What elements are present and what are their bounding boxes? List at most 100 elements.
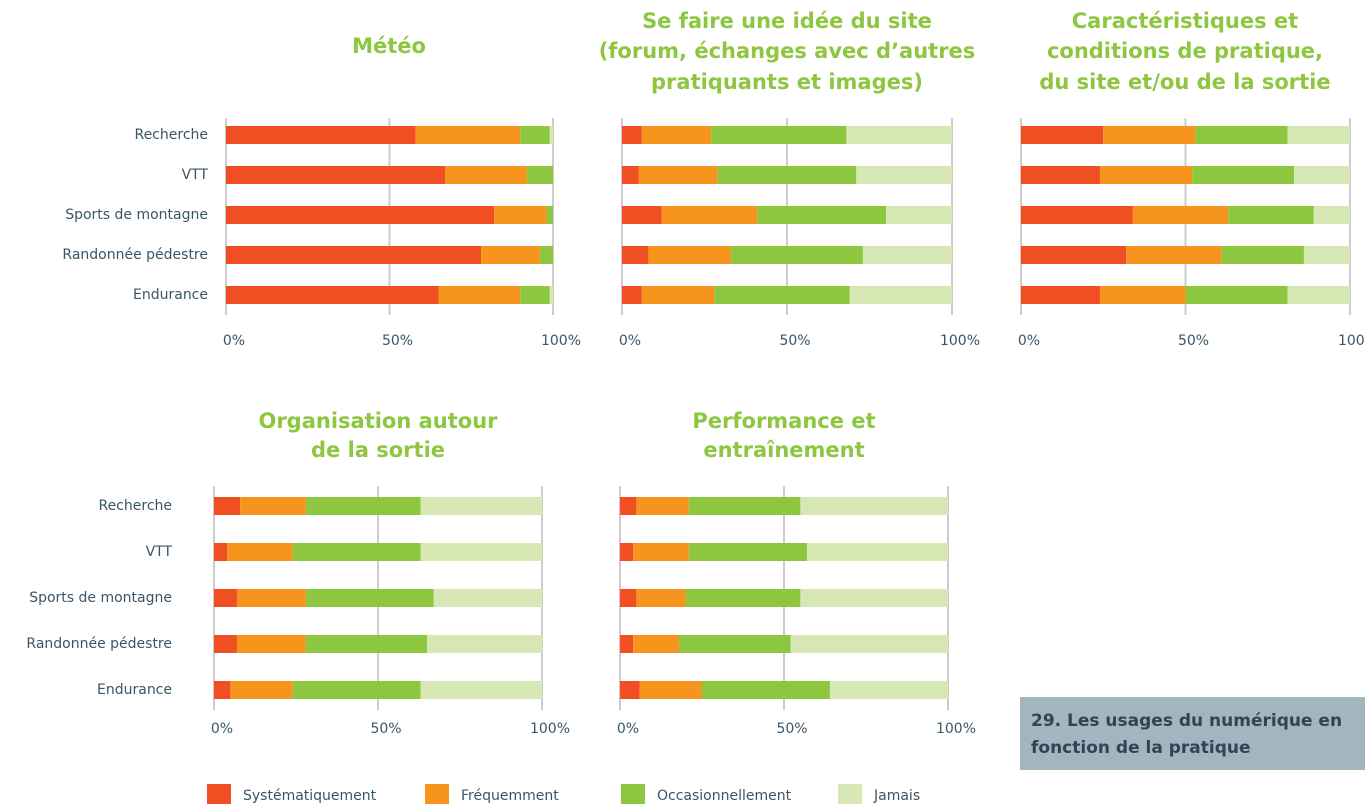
- bar-segment: [227, 543, 293, 561]
- bar-segment: [415, 126, 521, 144]
- bar-segment: [641, 126, 712, 144]
- bar-segment: [494, 206, 547, 224]
- bar-segment: [546, 206, 553, 224]
- bar-segment: [427, 635, 542, 653]
- bar-segment: [688, 497, 801, 515]
- bar-segment: [1195, 126, 1288, 144]
- bar-segment: [622, 166, 639, 184]
- bar-segment: [226, 166, 446, 184]
- bar-segment: [1103, 126, 1196, 144]
- legend-swatch: [207, 784, 231, 804]
- category-label: Sports de montagne: [29, 590, 172, 606]
- bar-segment: [1185, 286, 1288, 304]
- bar-segment: [620, 589, 637, 607]
- chart-title: du site et/ou de la sortie: [1039, 70, 1330, 94]
- bar-segment: [636, 497, 689, 515]
- bar-segment: [481, 246, 540, 264]
- bar-segment: [1021, 126, 1104, 144]
- bar-segment: [445, 166, 527, 184]
- bar-segment: [1021, 246, 1127, 264]
- bar-segment: [711, 126, 847, 144]
- x-tick-label: 0%: [1018, 333, 1040, 349]
- bar-segment: [214, 635, 237, 653]
- bar-segment: [636, 589, 686, 607]
- bar-segment: [1099, 166, 1193, 184]
- bar-segment: [620, 497, 637, 515]
- chart-title: Performance et: [692, 409, 875, 433]
- bar-segment: [1313, 206, 1350, 224]
- chart-title: Se faire une idée du site: [642, 9, 932, 33]
- x-tick-label: 100%: [940, 333, 980, 349]
- bar-segment: [420, 543, 542, 561]
- x-tick-label: 50%: [776, 721, 807, 737]
- legend-swatch: [838, 784, 862, 804]
- bar-segment: [1221, 246, 1304, 264]
- chart-title: conditions de pratique,: [1047, 39, 1323, 63]
- category-label: Randonnée pédestre: [62, 247, 208, 263]
- bar-segment: [240, 497, 306, 515]
- legend-label: Jamais: [873, 788, 920, 804]
- bar-segment: [305, 589, 434, 607]
- bar-segment: [1287, 286, 1350, 304]
- bar-segment: [622, 286, 642, 304]
- bar-segment: [633, 543, 689, 561]
- x-tick-label: 0%: [211, 721, 233, 737]
- chart-title: pratiquants et images): [651, 70, 923, 94]
- x-tick-label: 100%: [541, 333, 581, 349]
- bar-segment: [648, 246, 731, 264]
- x-tick-label: 100%: [530, 721, 570, 737]
- bar-segment: [641, 286, 715, 304]
- x-tick-label: 50%: [779, 333, 810, 349]
- bar-segment: [886, 206, 952, 224]
- bar-segment: [236, 589, 306, 607]
- bar-segment: [620, 543, 634, 561]
- bar-segment: [1132, 206, 1229, 224]
- x-tick-label: 50%: [370, 721, 401, 737]
- bar-segment: [226, 286, 439, 304]
- legend-label: Systématiquement: [243, 788, 377, 804]
- bar-segment: [214, 543, 228, 561]
- category-label: Endurance: [133, 287, 208, 303]
- legend-swatch: [425, 784, 449, 804]
- bar-segment: [1303, 246, 1350, 264]
- chart-title: entraînement: [703, 438, 864, 462]
- bar-segment: [520, 286, 550, 304]
- category-label: Randonnée pédestre: [26, 636, 172, 652]
- bar-segment: [800, 589, 948, 607]
- bar-segment: [305, 497, 421, 515]
- x-tick-label: 100%: [936, 721, 976, 737]
- bar-segment: [1192, 166, 1295, 184]
- bar-segment: [214, 589, 237, 607]
- x-tick-label: 50%: [382, 333, 413, 349]
- bar-segment: [226, 246, 482, 264]
- x-tick-label: 100%: [1338, 333, 1365, 349]
- bar-segment: [702, 681, 830, 699]
- bar-segment: [620, 635, 634, 653]
- bar-segment: [305, 635, 428, 653]
- bar-segment: [1021, 206, 1133, 224]
- chart-title: de la sortie: [311, 438, 445, 462]
- category-label: VTT: [182, 167, 209, 183]
- bar-segment: [549, 286, 553, 304]
- bar-segment: [236, 635, 306, 653]
- bar-segment: [420, 497, 542, 515]
- bar-segment: [757, 206, 886, 224]
- bar-segment: [1021, 166, 1100, 184]
- bar-segment: [1228, 206, 1314, 224]
- legend-label: Fréquemment: [461, 788, 559, 804]
- bar-segment: [1126, 246, 1222, 264]
- bar-segment: [420, 681, 542, 699]
- bar-segment: [520, 126, 550, 144]
- bar-segment: [661, 206, 758, 224]
- category-label: Sports de montagne: [65, 207, 208, 223]
- category-label: Recherche: [134, 127, 208, 143]
- bar-segment: [230, 681, 293, 699]
- note-line: 29. Les usages du numérique en: [1031, 711, 1342, 731]
- bar-segment: [622, 206, 662, 224]
- bar-segment: [292, 681, 421, 699]
- bar-segment: [679, 635, 791, 653]
- bar-segment: [622, 246, 649, 264]
- bar-segment: [717, 166, 857, 184]
- bar-segment: [638, 166, 718, 184]
- bar-segment: [633, 635, 680, 653]
